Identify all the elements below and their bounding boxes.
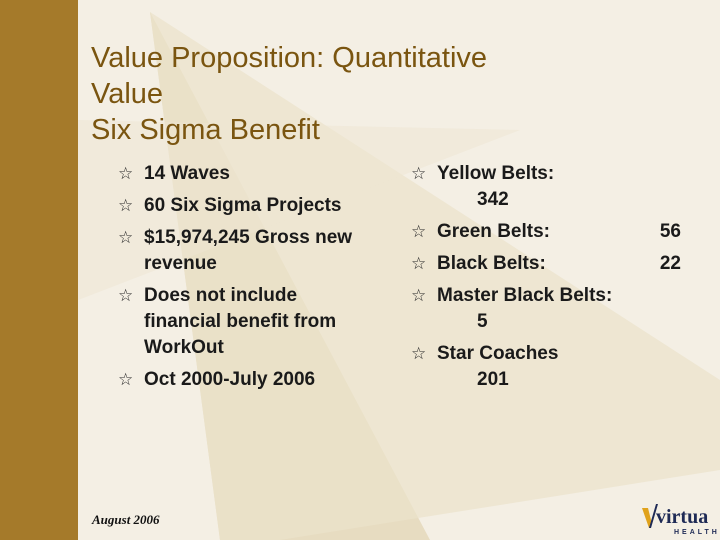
right-bullet-list: ☆ Yellow Belts: 342 ☆ Green Belts: 56 ☆ … (411, 161, 681, 399)
bullet-value: 22 (659, 253, 681, 274)
bullet-label: Yellow Belts: (437, 163, 555, 184)
left-bullet-list: ☆ 14 Waves ☆ 60 Six Sigma Projects ☆ $15,97… (118, 161, 378, 399)
virtua-health-logo: virtua HEALTH (640, 500, 718, 538)
title-line: Value Proposition: Quantitative (91, 42, 488, 74)
list-item: ☆ Black Belts: 22 (411, 251, 681, 277)
star-outline-icon: ☆ (118, 228, 134, 247)
bullet-text: $15,974,245 Gross new revenue (144, 227, 353, 274)
bullet-label: Master Black Belts: (437, 285, 613, 306)
star-outline-icon: ☆ (411, 344, 427, 363)
list-item: ☆ 14 Waves (118, 161, 378, 187)
title-line: Six Sigma Benefit (91, 114, 320, 146)
left-accent-bar (0, 0, 78, 540)
bullet-row: Black Belts: 22 (437, 251, 681, 277)
ray-shape (78, 120, 520, 300)
bullet-row: Green Belts: 56 (437, 219, 681, 245)
star-outline-icon: ☆ (118, 370, 134, 389)
list-item: ☆ Green Belts: 56 (411, 219, 681, 245)
footer-date: August 2006 (92, 512, 160, 527)
list-item: ☆ 60 Six Sigma Projects (118, 193, 378, 219)
list-item: ☆ $15,974,245 Gross new revenue (118, 225, 378, 277)
bullet-label: Black Belts: (437, 253, 546, 274)
bullet-value: 342 (477, 189, 509, 210)
bullet-value: 201 (477, 369, 509, 390)
logo-subtext: HEALTH (674, 529, 720, 536)
star-outline-icon: ☆ (411, 222, 427, 241)
title-line: Value (91, 78, 164, 110)
list-item: ☆ Does not include financial benefit from… (118, 283, 378, 361)
star-outline-icon: ☆ (118, 286, 134, 305)
bullet-text: 60 Six Sigma Projects (144, 195, 342, 216)
list-item: ☆ Oct 2000-July 2006 (118, 367, 378, 393)
bullet-text: Oct 2000-July 2006 (144, 369, 316, 390)
star-outline-icon: ☆ (118, 164, 134, 183)
slide-title: Value Proposition: Quantitative Value Si… (91, 40, 691, 148)
list-item: ☆ Master Black Belts: 5 (411, 283, 681, 335)
bullet-text: Does not include financial benefit from … (144, 285, 337, 358)
star-outline-icon: ☆ (118, 196, 134, 215)
list-item: ☆ Yellow Belts: 342 (411, 161, 681, 213)
star-outline-icon: ☆ (411, 254, 427, 273)
star-outline-icon: ☆ (411, 164, 427, 183)
logo-wordmark: virtua (656, 506, 709, 528)
bullet-label: Star Coaches (437, 343, 559, 364)
bullet-text: 14 Waves (144, 163, 230, 184)
bullet-value: 5 (477, 311, 488, 332)
list-item: ☆ Star Coaches 201 (411, 341, 681, 393)
logo-mark-icon (642, 504, 658, 528)
bullet-label: Green Belts: (437, 221, 550, 242)
bullet-value: 56 (659, 221, 681, 242)
star-outline-icon: ☆ (411, 286, 427, 305)
